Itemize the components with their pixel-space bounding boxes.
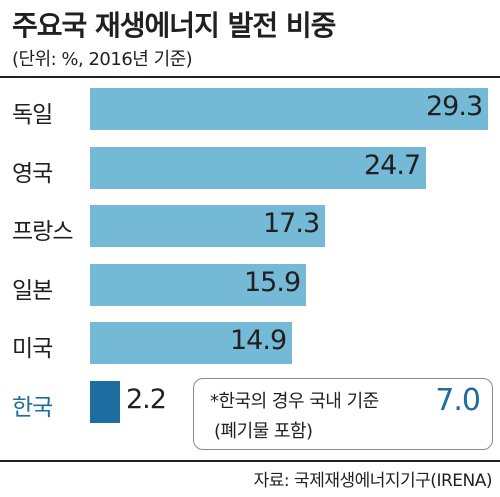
bar: [90, 263, 306, 306]
bar: [90, 146, 426, 189]
bottom-divider: [0, 460, 500, 462]
category-label: 일본: [12, 277, 53, 304]
value-label: 14.9: [230, 325, 287, 356]
note-subtext: (폐기물 포함): [214, 421, 313, 442]
value-label: 29.3: [426, 91, 483, 122]
value-label: 15.9: [244, 266, 301, 298]
category-label: 프랑스: [12, 219, 73, 245]
bar: [90, 88, 488, 130]
note-value: 7.0: [435, 383, 481, 418]
category-label: 독일: [12, 102, 53, 128]
chart-subtitle: (단위: %, 2016년 기준): [12, 49, 193, 70]
bar: [90, 322, 292, 364]
korea-note-box: *한국의 경우 국내 기준 7.0 (폐기물 포함): [193, 378, 493, 450]
value-label: 17.3: [263, 208, 320, 239]
note-text: *한국의 경우 국내 기준: [210, 391, 379, 412]
category-label: 미국: [12, 336, 53, 362]
top-divider: [0, 76, 500, 78]
chart-title: 주요국 재생에너지 발전 비중: [12, 9, 336, 42]
category-label: 한국: [12, 394, 53, 421]
bar: [90, 205, 325, 247]
category-label: 영국: [12, 160, 53, 187]
value-label: 24.7: [364, 149, 421, 181]
source-credit: 자료: 국제재생에너지기구(IRENA): [253, 471, 493, 491]
value-label: 2.2: [126, 383, 167, 415]
bar: [90, 380, 120, 423]
